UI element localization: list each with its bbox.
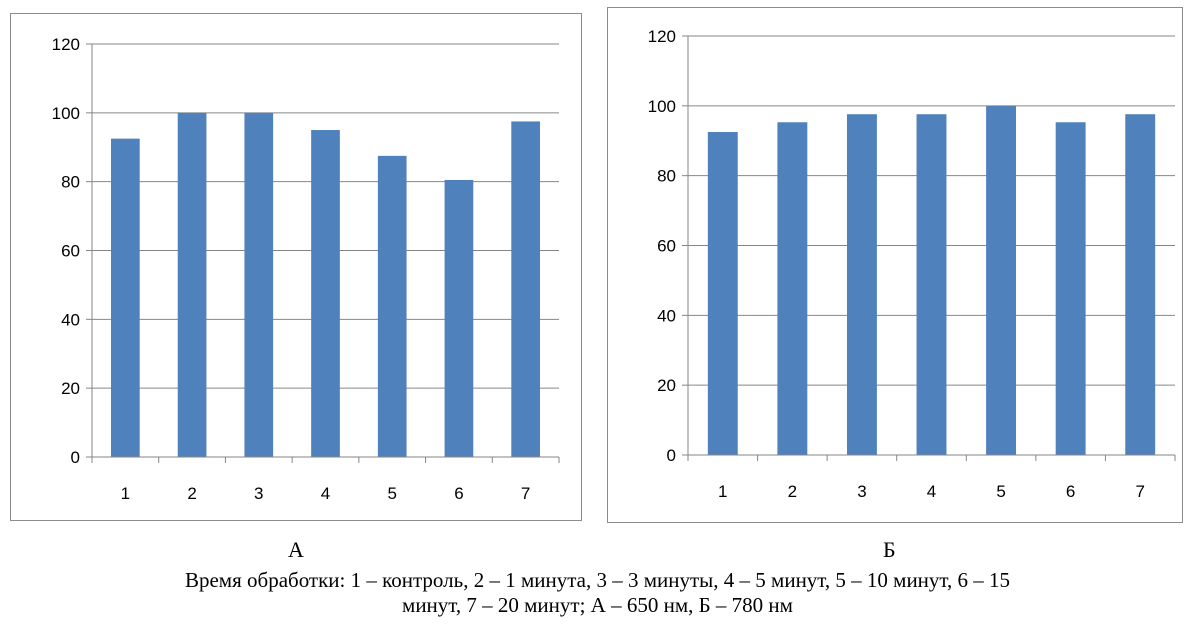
chart-1-x-tick-label: 6 [1066, 482, 1075, 501]
chart-b-panel: 0 20 40 60 80 100 120 1 2 3 4 5 6 7 [607, 7, 1183, 523]
chart-0-x-tick-label: 2 [187, 484, 196, 503]
chart-0-bar [177, 112, 207, 457]
chart-1-y-tick-label: 60 [657, 237, 676, 256]
chart-a-label: А [288, 537, 304, 562]
chart-0-x-tick-label: 1 [121, 484, 130, 503]
chart-0-bar [377, 155, 407, 457]
chart-1-bar [986, 105, 1017, 455]
chart-1-y-tick-label: 0 [667, 446, 676, 465]
chart-1-bar [846, 114, 877, 456]
chart-0-bar [244, 112, 274, 457]
figure-caption-line-1: Время обработки: 1 – контроль, 2 – 1 мин… [184, 568, 1011, 592]
chart-1-bar [1055, 122, 1086, 455]
chart-0-x-tick-label: 5 [387, 484, 396, 503]
chart-1-bar [916, 114, 947, 456]
chart-1-y-tick-label: 40 [657, 306, 676, 325]
chart-1-y-tick-label: 120 [648, 27, 676, 46]
chart-1-bar [1125, 114, 1156, 456]
chart-0-x-tick-label: 4 [321, 484, 330, 503]
chart-0-y-tick-label: 120 [52, 35, 80, 54]
chart-1-x-tick-label: 7 [1135, 482, 1144, 501]
chart-1-x-tick-label: 1 [718, 482, 727, 501]
chart-1-x-tick-label: 2 [788, 482, 797, 501]
chart-0-y-tick-label: 40 [61, 310, 80, 329]
chart-a-panel: 0 20 40 60 80 100 120 1 2 3 4 5 6 7 [10, 13, 582, 521]
chart-0-y-tick-label: 100 [52, 104, 80, 123]
chart-0-bar [111, 138, 140, 457]
chart-1-y-tick-label: 20 [657, 376, 676, 395]
chart-0-bar [444, 179, 474, 457]
chart-0-bar [311, 130, 340, 457]
chart-0-y-tick-label: 80 [61, 173, 80, 192]
chart-0-bar [511, 121, 540, 457]
chart-1-bar [707, 132, 738, 455]
chart-a: 0 20 40 60 80 100 120 1 2 3 4 5 6 7 [52, 35, 560, 503]
chart-1-x-tick-label: 4 [927, 482, 936, 501]
chart-0-y-tick-label: 20 [61, 379, 80, 398]
chart-0-x-tick-label: 7 [521, 484, 530, 503]
figure-caption-line-2: минут, 7 – 20 минут; А – 650 нм, Б – 780… [402, 593, 793, 617]
chart-0-x-tick-label: 6 [454, 484, 463, 503]
chart-1-y-tick-label: 100 [648, 97, 676, 116]
chart-1-x-tick-label: 3 [857, 482, 866, 501]
chart-0-x-tick-label: 3 [254, 484, 263, 503]
chart-0-y-tick-label: 0 [71, 448, 80, 467]
chart-0-y-tick-label: 60 [61, 242, 80, 261]
chart-b: 0 20 40 60 80 100 120 1 2 3 4 5 6 7 [648, 27, 1176, 501]
chart-1-bar [777, 122, 808, 455]
chart-1-x-tick-label: 5 [996, 482, 1005, 501]
chart-1-y-tick-label: 80 [657, 167, 676, 186]
chart-b-label: Б [883, 537, 896, 562]
